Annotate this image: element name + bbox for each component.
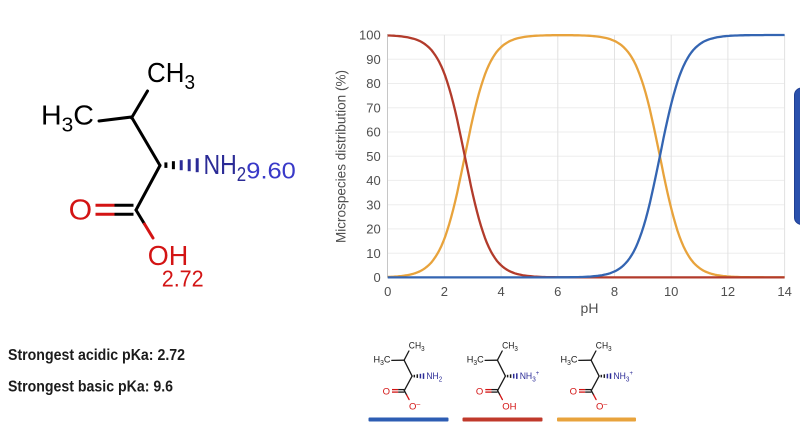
svg-text:pH: pH — [581, 300, 599, 316]
svg-text:NH2: NH2 — [426, 371, 442, 384]
svg-text:H3C: H3C — [467, 355, 484, 368]
svg-text:12: 12 — [721, 284, 735, 299]
svg-text:O: O — [383, 386, 390, 397]
svg-text:70: 70 — [366, 100, 380, 115]
svg-text:90: 90 — [366, 52, 380, 67]
svg-text:0: 0 — [373, 270, 380, 285]
svg-text:H3C: H3C — [41, 100, 94, 137]
svg-text:20: 20 — [366, 222, 380, 237]
svg-text:CH3: CH3 — [409, 340, 425, 353]
svg-text:O: O — [69, 194, 93, 226]
svg-text:2: 2 — [441, 284, 448, 299]
svg-text:14: 14 — [777, 284, 791, 299]
svg-text:O: O — [570, 386, 577, 397]
svg-text:2.72: 2.72 — [162, 266, 204, 292]
svg-text:O–: O– — [409, 401, 420, 413]
svg-text:80: 80 — [366, 76, 380, 91]
svg-text:Microspecies distribution (%): Microspecies distribution (%) — [333, 70, 349, 243]
svg-text:H3C: H3C — [374, 355, 391, 368]
svg-text:CH3: CH3 — [596, 340, 612, 353]
svg-text:30: 30 — [366, 197, 380, 212]
svg-text:OH: OH — [148, 240, 189, 271]
svg-text:8: 8 — [611, 284, 618, 299]
svg-text:H3C: H3C — [561, 355, 578, 368]
svg-text:40: 40 — [366, 173, 380, 188]
svg-text:OH: OH — [502, 401, 516, 412]
svg-text:10: 10 — [366, 246, 380, 261]
svg-text:60: 60 — [366, 125, 380, 140]
svg-text:O–: O– — [596, 401, 607, 413]
svg-text:100: 100 — [359, 28, 381, 43]
svg-text:9.60: 9.60 — [246, 158, 295, 184]
svg-text:6: 6 — [554, 284, 561, 299]
svg-text:50: 50 — [366, 149, 380, 164]
svg-text:0: 0 — [384, 284, 391, 299]
svg-text:4: 4 — [497, 284, 504, 299]
svg-text:Strongest acidic pKa: 2.72: Strongest acidic pKa: 2.72 — [8, 347, 185, 364]
svg-text:Strongest basic pKa: 9.6: Strongest basic pKa: 9.6 — [8, 379, 173, 396]
svg-text:10: 10 — [664, 284, 678, 299]
svg-text:CH3: CH3 — [502, 340, 518, 353]
svg-text:O: O — [476, 386, 483, 397]
